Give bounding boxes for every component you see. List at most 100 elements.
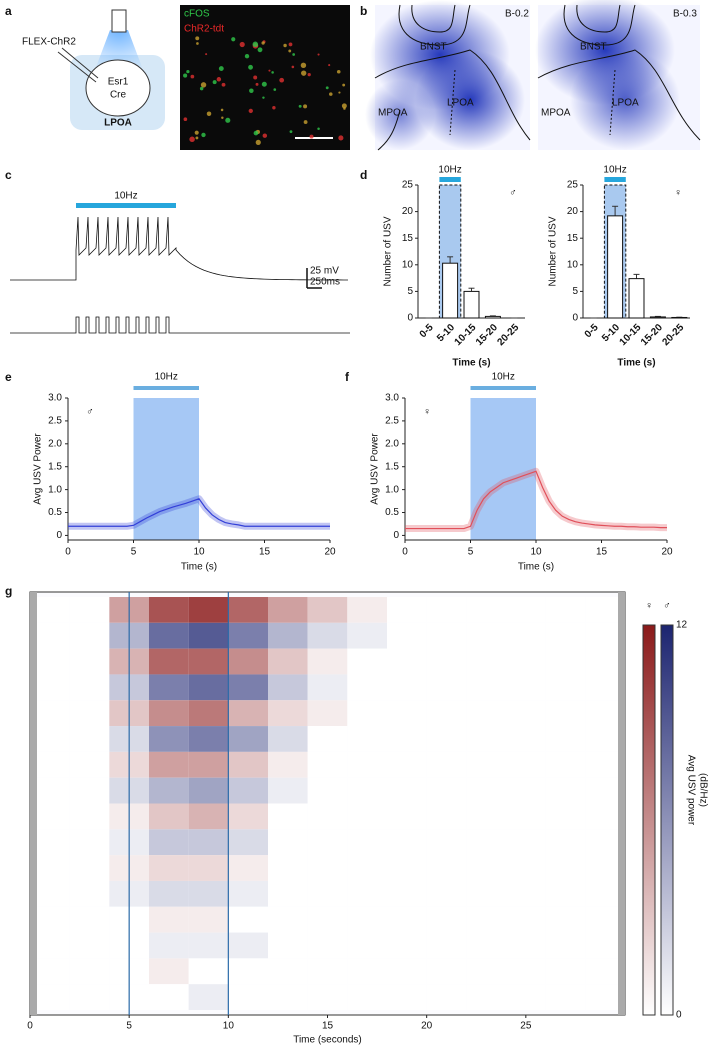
heatmap-cell — [426, 674, 467, 701]
x-axis-label: Time (s) — [181, 562, 217, 573]
heatmap-cell — [347, 855, 387, 881]
heatmap-cell — [307, 984, 348, 1010]
cell-dot — [216, 77, 222, 82]
x-tick-label: 15 — [322, 1021, 334, 1032]
brain-map — [365, 0, 531, 151]
heatmap-cell — [307, 777, 348, 804]
x-tick-label: 20-25 — [495, 322, 521, 348]
heatmap-cell — [307, 855, 348, 881]
colorbar — [660, 624, 674, 1016]
heatmap-cell — [545, 777, 586, 804]
heatmap-cell — [426, 906, 467, 933]
colorbar-label: Avg USV power — [685, 755, 696, 826]
heatmap-cell — [228, 700, 268, 727]
heatmap-cell — [545, 622, 586, 649]
heatmap-cell — [149, 855, 189, 881]
heatmap-cell — [188, 855, 229, 881]
cell-dot — [239, 41, 245, 48]
heatmap-cell — [426, 803, 467, 830]
heatmap-cell — [69, 803, 110, 830]
y-tick-label: 1.0 — [48, 484, 62, 495]
stim-bar — [470, 386, 536, 390]
heatmap-cell — [387, 700, 427, 727]
region-label: MPOA — [541, 108, 571, 119]
heatmap-cell — [387, 958, 427, 985]
y-axis-label: Avg USV Power — [33, 433, 44, 505]
heatmap-cell — [387, 803, 427, 830]
region-label: BNST — [580, 42, 607, 53]
side-stripe — [30, 592, 37, 1015]
x-tick-label: 20 — [421, 1021, 433, 1032]
heatmap-cell — [149, 751, 189, 778]
y-tick-label: 0 — [572, 313, 578, 324]
cell-dot — [272, 106, 276, 110]
heatmap-cell — [387, 622, 427, 649]
cell-dot — [271, 71, 274, 74]
heatmap-cell — [69, 906, 110, 933]
x-tick-label: 10-15 — [618, 322, 644, 348]
heatmap-cell — [466, 803, 506, 830]
cell-dot — [292, 53, 296, 56]
heatmap-cell — [188, 597, 229, 623]
heatmap-cell — [426, 777, 467, 804]
heatmap-cell — [545, 803, 586, 830]
heatmap-cell — [466, 777, 506, 804]
x-tick-label: 15 — [596, 547, 608, 558]
heatmap-cell — [426, 855, 467, 881]
heatmap-cell — [268, 880, 308, 907]
y-tick-label: 20 — [567, 206, 579, 217]
heatmap-cell — [506, 777, 546, 804]
heatmap-cell — [506, 674, 546, 701]
heatmap-cell — [347, 597, 387, 623]
cell-dot — [279, 77, 285, 83]
cell-dot — [221, 82, 226, 87]
region-label: BNST — [420, 42, 447, 53]
heatmap-cell — [188, 648, 229, 675]
heatmap-cell — [347, 674, 387, 701]
side-stripe — [618, 592, 625, 1015]
y-tick-label: 5 — [572, 286, 578, 297]
heatmap-cell — [426, 622, 467, 649]
heatmap-cell — [149, 726, 189, 752]
heatmap-cell — [387, 984, 427, 1010]
heatmap-cell — [347, 880, 387, 907]
cell-dot — [289, 130, 293, 134]
heatmap-cell — [69, 700, 110, 727]
y-tick-label: 0 — [407, 313, 413, 324]
panel-label: b — [360, 4, 367, 18]
heatmap-cell — [347, 906, 387, 933]
stim-label: 10Hz — [438, 165, 461, 176]
heatmap-cell — [69, 726, 110, 752]
x-tick-label: 20 — [661, 547, 673, 558]
heatmap-cell — [149, 700, 189, 727]
virus-label: FLEX-ChR2 — [22, 37, 76, 48]
y-tick-label: 10 — [402, 259, 414, 270]
heatmap-cell — [69, 751, 110, 778]
stim-bar — [133, 386, 199, 390]
heatmap-cell — [307, 622, 348, 649]
cell-dot — [325, 86, 329, 90]
cell-dot — [341, 103, 347, 109]
cell-dot — [231, 37, 236, 42]
cell-dot — [205, 53, 208, 56]
stim-label: 10Hz — [603, 165, 626, 176]
heatmap-cell — [69, 777, 110, 804]
heatmap-cell — [188, 803, 229, 830]
heatmap-cell — [347, 726, 387, 752]
heatmap-cell — [466, 726, 506, 752]
x-axis-label: Time (s) — [518, 562, 554, 573]
heatmap-cell — [149, 777, 189, 804]
y-tick-label: 20 — [402, 206, 414, 217]
heatmap-cell — [466, 855, 506, 881]
heatmap-cell — [387, 829, 427, 856]
cell-dot — [218, 66, 224, 71]
heatmap-cell — [307, 880, 348, 907]
cell-dot — [195, 36, 200, 41]
heatmap-cell — [228, 751, 268, 778]
heatmap-cell — [149, 932, 189, 959]
x-tick-label: 10 — [193, 547, 205, 558]
heatmap-cell — [228, 726, 268, 752]
series-line — [68, 498, 330, 527]
bar — [628, 278, 645, 319]
